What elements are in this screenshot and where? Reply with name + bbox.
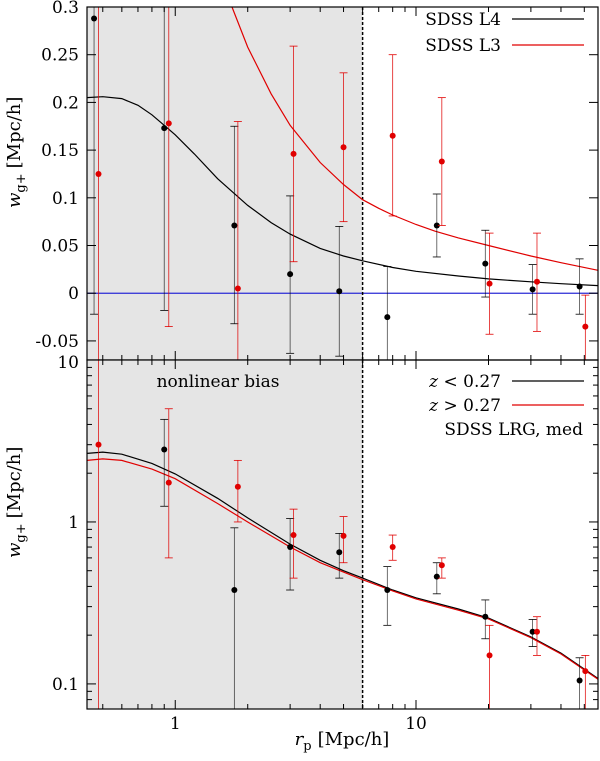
bottom-ylabel: wg+[Mpc/h]: [4, 447, 29, 558]
y-tick-label: 0.2: [52, 93, 79, 113]
model-curve-1: [86, 458, 599, 680]
data-point: [384, 314, 391, 321]
data-point: [287, 271, 294, 278]
shaded-region: [87, 360, 363, 709]
top-ylabel: wg+[Mpc/h]: [4, 97, 29, 208]
model-curve-0: [86, 451, 599, 679]
data-point: [95, 170, 102, 177]
x-tick-label: 1: [170, 714, 181, 734]
data-point: [287, 544, 294, 551]
data-point: [582, 668, 589, 675]
data-point: [384, 587, 391, 594]
model-curve-0: [86, 96, 599, 287]
y-tick-label: 0.1: [52, 675, 79, 695]
y-tick-label: 0.25: [41, 46, 79, 66]
data-point: [234, 285, 241, 292]
x-tick-label: 10: [405, 714, 427, 734]
data-point: [161, 446, 168, 453]
data-point: [529, 286, 536, 293]
svg-text:wg+[Mpc/h]: wg+[Mpc/h]: [4, 447, 29, 558]
data-point: [438, 158, 445, 165]
data-point: [165, 120, 172, 127]
y-tick-label: 0.3: [52, 0, 79, 18]
shaded-region: [87, 7, 363, 360]
data-point: [433, 573, 440, 580]
x-axis-label: rp [Mpc/h]: [295, 729, 390, 754]
legend-label-l3: SDSS L3: [425, 36, 501, 56]
data-point: [95, 441, 102, 448]
data-point: [165, 479, 172, 486]
y-tick-label: 0.05: [41, 237, 79, 257]
y-tick-label: 1: [68, 513, 79, 533]
bottom-panel: 0.1 1 1 10: [52, 359, 599, 734]
data-point: [576, 283, 583, 290]
data-point: [340, 532, 347, 539]
data-point: [482, 613, 489, 620]
data-point: [231, 222, 238, 229]
legend-label-zhigh: z > 0.27: [428, 396, 501, 416]
data-point: [336, 288, 343, 295]
data-point: [389, 544, 396, 551]
data-point: [231, 587, 238, 594]
data-point: [482, 260, 489, 267]
nonlinear-bias-annotation: nonlinear bias: [157, 372, 280, 392]
top-panel: -0.05 0 0.05 0.1 0.15 0.2 0.25 0.3 10: [35, 0, 599, 373]
data-point: [529, 628, 536, 635]
data-point: [336, 549, 343, 556]
y-tick-label-boundary: 10: [57, 353, 79, 373]
data-point: [290, 532, 297, 539]
data-point: [161, 125, 168, 132]
data-point: [486, 280, 493, 287]
y-tick-label: 0: [68, 284, 79, 304]
model-curve-1: [231, 6, 599, 271]
data-point: [340, 144, 347, 151]
y-tick-label: -0.05: [35, 332, 79, 352]
svg-text:wg+[Mpc/h]: wg+[Mpc/h]: [4, 97, 29, 208]
legend-extra-label: SDSS LRG, med: [444, 420, 583, 440]
plot-frame: [86, 359, 599, 710]
legend-label-l4: SDSS L4: [425, 10, 501, 30]
data-point: [533, 628, 540, 635]
data-point: [533, 278, 540, 285]
y-tick-label: 0.15: [41, 141, 79, 161]
data-point: [234, 483, 241, 490]
data-point: [486, 652, 493, 659]
data-point: [582, 323, 589, 330]
legend-label-zlow: z < 0.27: [428, 372, 501, 392]
data-point: [576, 677, 583, 684]
data-point: [389, 132, 396, 139]
data-point: [91, 15, 98, 22]
y-tick-label: 0.1: [52, 189, 79, 209]
data-point: [290, 150, 297, 157]
data-point: [433, 222, 440, 229]
data-point: [438, 562, 445, 569]
